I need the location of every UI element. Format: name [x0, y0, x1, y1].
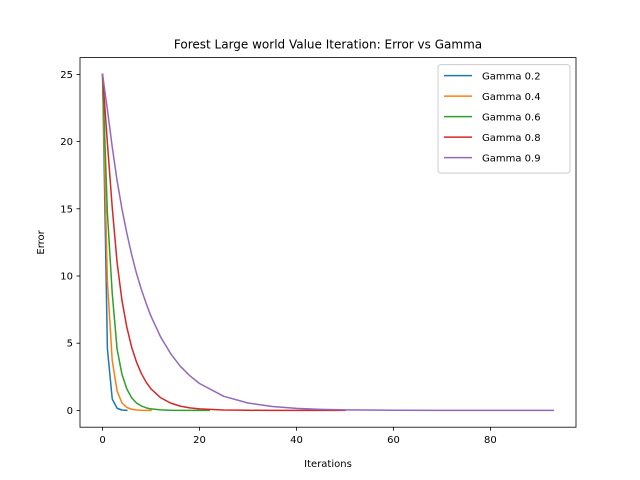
y-axis: 0 5 10 15 20 25 [60, 70, 80, 417]
legend-label-3: Gamma 0.8 [482, 133, 541, 144]
y-tick-label: 15 [60, 204, 73, 215]
y-tick-label: 25 [60, 70, 73, 81]
series-line-1 [101, 73, 152, 412]
y-tick-label: 5 [67, 339, 73, 350]
series-line-3 [101, 73, 346, 412]
x-axis-label: Iterations [304, 459, 352, 470]
y-axis-label: Error [36, 229, 47, 254]
y-tick-label: 0 [67, 406, 73, 417]
series-line-4 [101, 73, 555, 412]
legend: Gamma 0.2 Gamma 0.4 Gamma 0.6 Gamma 0.8 Gamm… [437, 64, 571, 174]
x-tick-label: 40 [290, 435, 303, 446]
x-tick-label: 0 [99, 435, 105, 446]
x-tick-label: 20 [193, 435, 206, 446]
y-tick-label: 20 [60, 137, 73, 148]
series-line-2 [101, 73, 210, 412]
x-tick-label: 60 [387, 435, 400, 446]
legend-label-0: Gamma 0.2 [482, 72, 541, 83]
x-tick-label: 80 [484, 435, 497, 446]
legend-frame [437, 64, 571, 174]
chart-title: Forest Large world Value Iteration: Erro… [174, 38, 482, 52]
x-axis: 0 20 40 60 80 [99, 427, 497, 446]
legend-label-4: Gamma 0.9 [482, 154, 541, 165]
plot-lines [101, 73, 555, 412]
y-tick-label: 10 [60, 272, 73, 283]
plot-frame [79, 57, 577, 428]
legend-label-1: Gamma 0.4 [482, 92, 541, 103]
series-line-0 [101, 73, 128, 412]
legend-label-2: Gamma 0.6 [482, 113, 541, 124]
